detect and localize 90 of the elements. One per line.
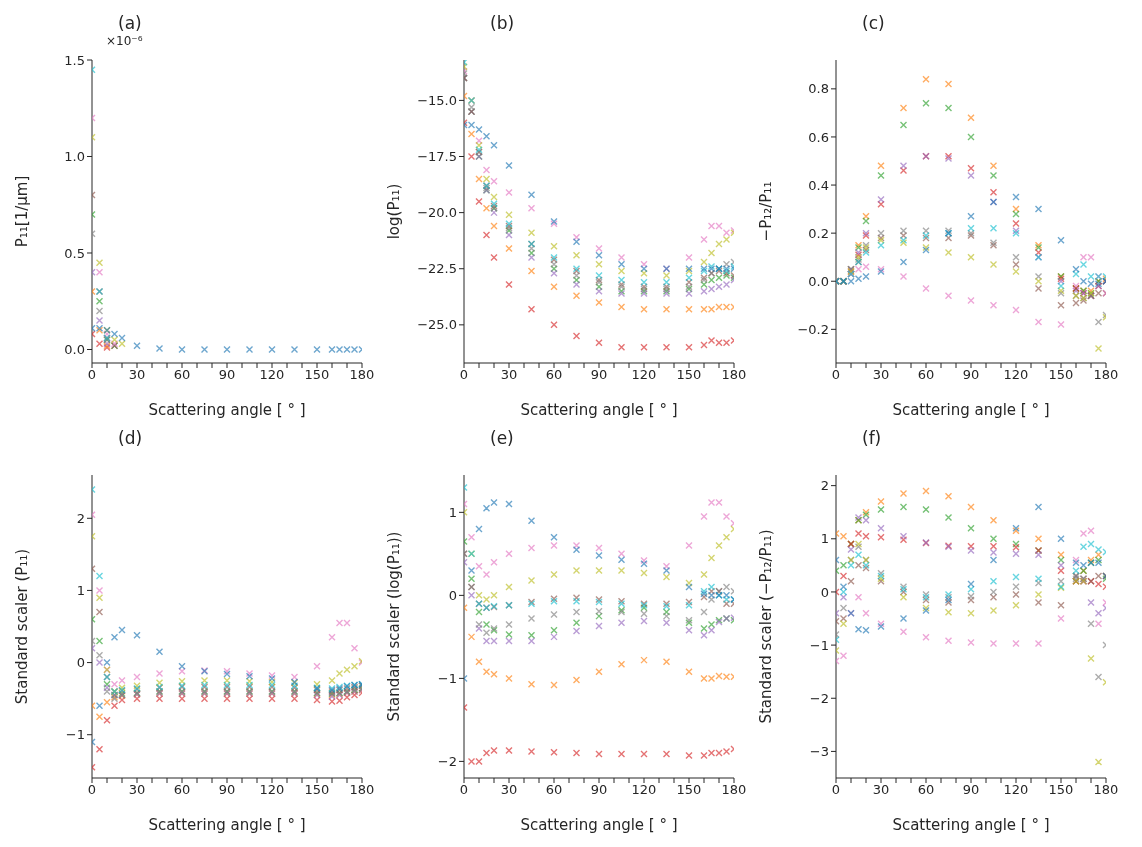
x-tick-label: 120 xyxy=(1003,367,1029,383)
y-tick-label: −1 xyxy=(809,637,829,653)
x-tick-label: 90 xyxy=(590,367,608,383)
y-tick-label: 0 xyxy=(820,584,829,600)
y-tick-label: 1 xyxy=(820,531,829,547)
x-axis-title: Scattering angle [ ° ] xyxy=(520,401,678,419)
x-tick-label: 30 xyxy=(500,367,518,383)
x-tick-label: 0 xyxy=(87,367,97,383)
x-tick-label: 60 xyxy=(917,782,935,798)
x-tick-label: 150 xyxy=(676,367,702,383)
x-tick-label: 0 xyxy=(459,367,469,383)
y-tick-label: −20.0 xyxy=(417,205,457,221)
x-axis-title: Scattering angle [ ° ] xyxy=(892,401,1050,419)
x-tick-label: 0 xyxy=(831,782,841,798)
y-tick-label: −2 xyxy=(809,690,829,706)
x-tick-label: 30 xyxy=(872,782,890,798)
y-tick-label: 2 xyxy=(76,510,85,526)
y-axis-title: −P₁₂/P₁₁ xyxy=(757,181,776,242)
x-tick-label: 180 xyxy=(721,367,747,383)
x-tick-label: 120 xyxy=(259,782,285,798)
x-tick-label: 180 xyxy=(721,782,747,798)
x-tick-label: 150 xyxy=(304,367,330,383)
chart-title: (d) xyxy=(117,427,144,450)
y-axis-title: Standard scaler (−P₁₂/P₁₁) xyxy=(757,529,776,724)
x-tick-label: 60 xyxy=(173,782,191,798)
x-tick-label: 60 xyxy=(917,367,935,383)
x-tick-label: 180 xyxy=(349,782,375,798)
y-axis-title: P₁₁[1/μm] xyxy=(13,175,32,248)
x-tick-label: 0 xyxy=(831,367,841,383)
chart-title: (c) xyxy=(861,12,886,35)
text: ×10⁻⁶ xyxy=(106,34,143,48)
x-tick-label: 180 xyxy=(1093,782,1119,798)
y-tick-label: 0 xyxy=(76,655,85,671)
y-tick-label: 1 xyxy=(448,504,457,520)
x-tick-label: 30 xyxy=(128,782,146,798)
x-tick-label: 180 xyxy=(349,367,375,383)
x-tick-label: 120 xyxy=(631,367,657,383)
y-tick-label: 0.4 xyxy=(808,177,829,193)
chart-title: (a) xyxy=(118,13,142,33)
x-tick-label: 120 xyxy=(1003,782,1029,798)
x-axis-title: Scattering angle [ ° ] xyxy=(148,401,306,419)
y-tick-label: 2 xyxy=(820,478,829,494)
y-tick-label: −1 xyxy=(437,671,457,686)
x-axis-title: Scattering angle [ ° ] xyxy=(520,816,678,834)
y-axis-title: Standard scaler (log(P₁₁)) xyxy=(385,531,404,722)
x-tick-label: 0 xyxy=(87,782,97,798)
y-tick-label: −22.5 xyxy=(417,261,457,277)
y-tick-label: 0.0 xyxy=(808,273,829,289)
y-tick-label: −2 xyxy=(437,754,457,770)
x-tick-label: 150 xyxy=(1048,782,1074,798)
y-axis-title: log(P₁₁) xyxy=(385,183,404,240)
y-tick-label: 0.8 xyxy=(808,81,829,97)
x-tick-label: 30 xyxy=(872,367,890,383)
x-tick-label: 90 xyxy=(962,782,980,798)
x-tick-label: 60 xyxy=(545,782,563,798)
y-tick-label: 1.0 xyxy=(64,149,85,165)
y-tick-label: −0.2 xyxy=(797,321,829,337)
y-tick-label: 0.6 xyxy=(808,129,829,145)
x-tick-label: 120 xyxy=(631,782,657,798)
y-tick-label: −15.0 xyxy=(417,93,457,109)
y-tick-label: −1 xyxy=(65,727,85,743)
y-tick-label: 1.5 xyxy=(64,52,85,68)
x-tick-label: 90 xyxy=(962,367,980,383)
x-tick-label: 90 xyxy=(218,782,236,798)
y-tick-label: 0.0 xyxy=(64,342,85,358)
x-tick-label: 30 xyxy=(128,367,146,383)
y-tick-label: 0 xyxy=(448,587,457,603)
chart-title: (f) xyxy=(861,427,883,450)
chart-title: (e) xyxy=(489,427,515,450)
x-tick-label: 0 xyxy=(459,782,469,798)
y-tick-label: 1 xyxy=(76,583,85,599)
x-tick-label: 90 xyxy=(218,367,236,383)
y-axis-title: Standard scaler (P₁₁) xyxy=(13,548,32,705)
x-tick-label: 90 xyxy=(590,782,608,798)
x-tick-label: 180 xyxy=(1093,367,1119,383)
x-tick-label: 150 xyxy=(1048,367,1074,383)
x-tick-label: 60 xyxy=(545,367,563,383)
x-axis-title: Scattering angle [ ° ] xyxy=(148,816,306,834)
y-tick-label: −25.0 xyxy=(417,317,457,333)
y-tick-label: −3 xyxy=(809,744,829,760)
y-tick-label: −17.5 xyxy=(417,149,457,165)
y-tick-label: 0.2 xyxy=(808,225,829,241)
x-axis-title: Scattering angle [ ° ] xyxy=(892,816,1050,834)
chart-title: (b) xyxy=(489,12,516,35)
x-tick-label: 30 xyxy=(500,782,518,798)
x-tick-label: 150 xyxy=(676,782,702,798)
y-tick-label: 0.5 xyxy=(64,245,85,261)
x-tick-label: 60 xyxy=(173,367,191,383)
x-tick-label: 150 xyxy=(304,782,330,798)
x-tick-label: 120 xyxy=(259,367,285,383)
